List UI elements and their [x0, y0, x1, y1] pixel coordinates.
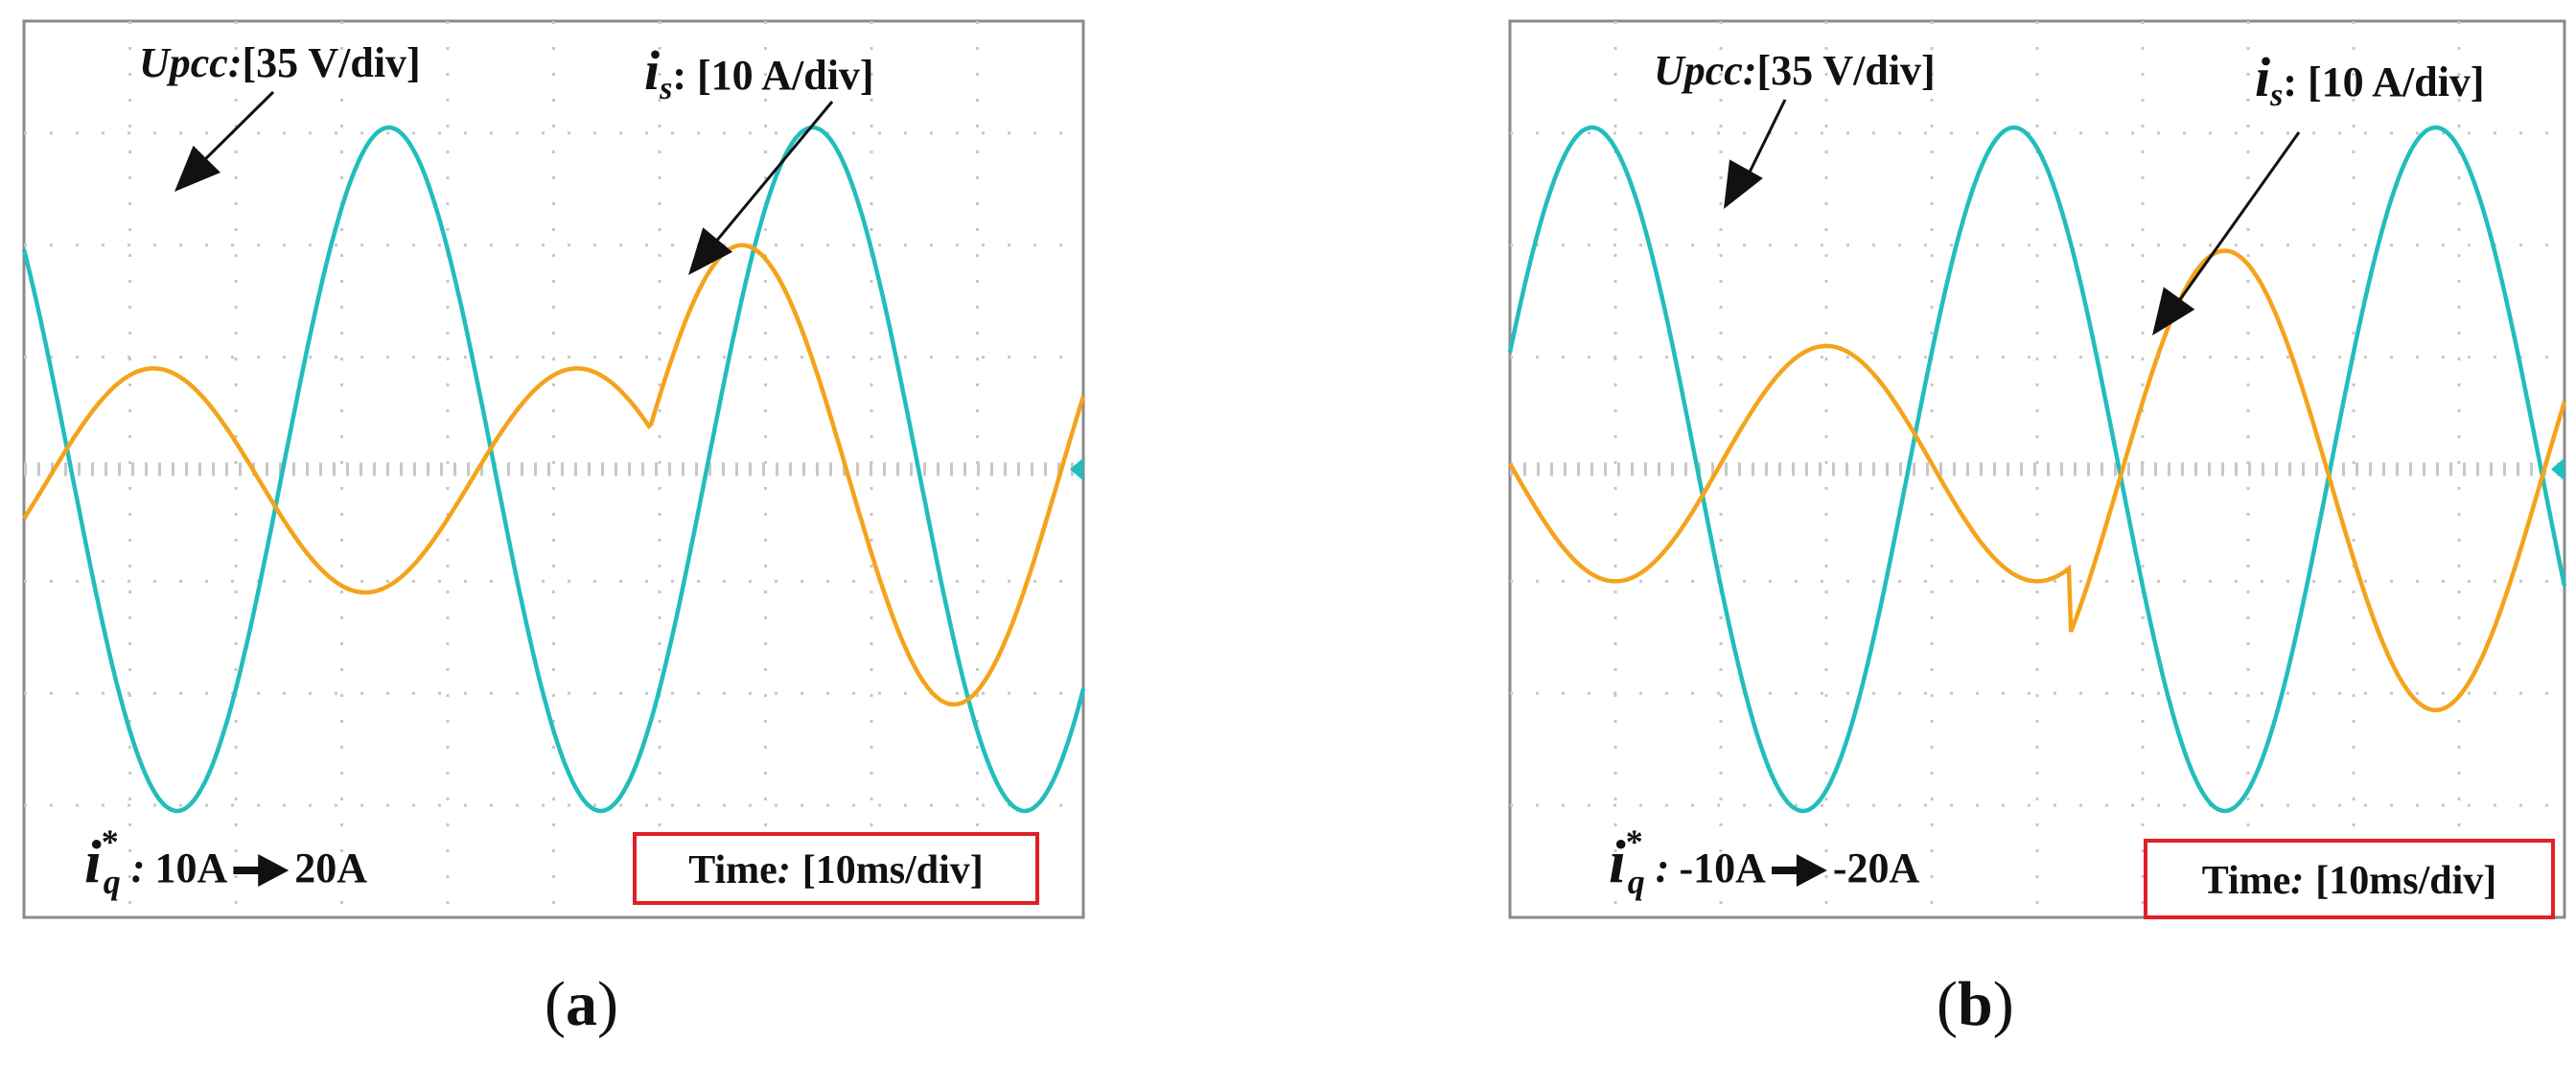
voltage-label-name: Upcc:: [1654, 47, 1757, 94]
current-label-name: i: [2255, 46, 2270, 108]
reference-from: 10A: [154, 845, 227, 891]
scope-chart-b: Upcc:[35 V/div] is: [10 A/div]i* q : -10A -2…: [1507, 19, 2567, 919]
reference-label: i* q : -10A -20A: [1609, 822, 1920, 901]
reference-label-colon: :: [121, 845, 146, 891]
reference-arrow-head-icon: [258, 853, 290, 887]
time-scale-label: Time: [10ms/div]: [2202, 859, 2497, 903]
voltage-arrow-head-icon: [174, 145, 220, 192]
current-label: is: [10 A/div]: [2255, 46, 2485, 113]
current-label-sub: s: [659, 71, 672, 106]
panel-a: Upcc:[35 V/div] is: [10 A/div] i* q :10A 20A…: [0, 0, 1285, 1065]
reference-label-sup: *: [102, 822, 119, 861]
ground-marker-icon: [2551, 457, 2564, 481]
voltage-trace-upcc: [1507, 125, 2567, 814]
voltage-arrow-head-icon: [1724, 159, 1763, 209]
reference-label: i* q :10A 20A: [84, 822, 367, 901]
time-scale-colon: :: [777, 848, 791, 892]
reference-to: -20A: [1833, 845, 1920, 891]
panel-b: Upcc:[35 V/div] is: [10 A/div] i* q : -10A -2…: [1496, 0, 2576, 1065]
time-scale-colon: :: [2290, 859, 2304, 903]
reference-arrow-head-icon: [1796, 853, 1827, 887]
time-scale-prefix: Time: [2202, 859, 2291, 903]
grid: [24, 21, 1083, 917]
voltage-label-scale: [35 V/div]: [1757, 47, 1936, 94]
voltage-label: Upcc:[35 V/div]: [139, 39, 421, 86]
current-label-name: i: [644, 39, 660, 102]
voltage-label: Upcc:[35 V/div]: [1654, 47, 1936, 94]
current-trace-is: [1508, 248, 2567, 713]
time-scale-box: [2144, 839, 2555, 919]
ground-marker-icon: [1070, 457, 1083, 481]
voltage-label-scale: [35 V/div]: [243, 39, 421, 86]
grid: [1510, 21, 2564, 917]
time-scale-label: Time: [10ms/div]: [688, 848, 984, 892]
current-arrow-shaft: [704, 101, 834, 255]
reference-to: 20A: [294, 845, 367, 891]
reference-from: -10A: [1679, 845, 1766, 891]
current-label-scale: : [10 A/div]: [672, 52, 873, 99]
current-label-sub: s: [2269, 78, 2283, 113]
scope-chart-a: Upcc:[35 V/div] is: [10 A/div]i* q :10A 20A…: [21, 19, 1086, 919]
reference-label-sub: q: [1628, 863, 1645, 901]
current-arrow-shaft: [2168, 131, 2301, 315]
reference-label-sup: *: [1626, 822, 1643, 861]
reference-label-name: i: [1609, 827, 1626, 895]
time-scale-prefix: Time: [688, 848, 777, 892]
time-scale-value: [10ms/div]: [2315, 859, 2496, 903]
current-arrow-head-icon: [688, 227, 733, 275]
caption-b: (b): [1937, 969, 2014, 1039]
current-label-scale: : [10 A/div]: [2283, 58, 2484, 105]
reference-label-name: i: [84, 827, 102, 895]
voltage-label-name: Upcc:: [139, 39, 243, 86]
time-scale-value: [10ms/div]: [802, 848, 984, 892]
current-arrow-head-icon: [2152, 287, 2195, 336]
current-trace-is: [22, 243, 1086, 707]
reference-label-sub: q: [104, 863, 121, 901]
time-scale-box: [633, 832, 1039, 905]
voltage-trace-upcc: [21, 125, 1086, 814]
reference-label-colon: :: [1645, 845, 1670, 891]
current-label: is: [10 A/div]: [644, 39, 874, 106]
caption-a: (a): [545, 969, 618, 1039]
